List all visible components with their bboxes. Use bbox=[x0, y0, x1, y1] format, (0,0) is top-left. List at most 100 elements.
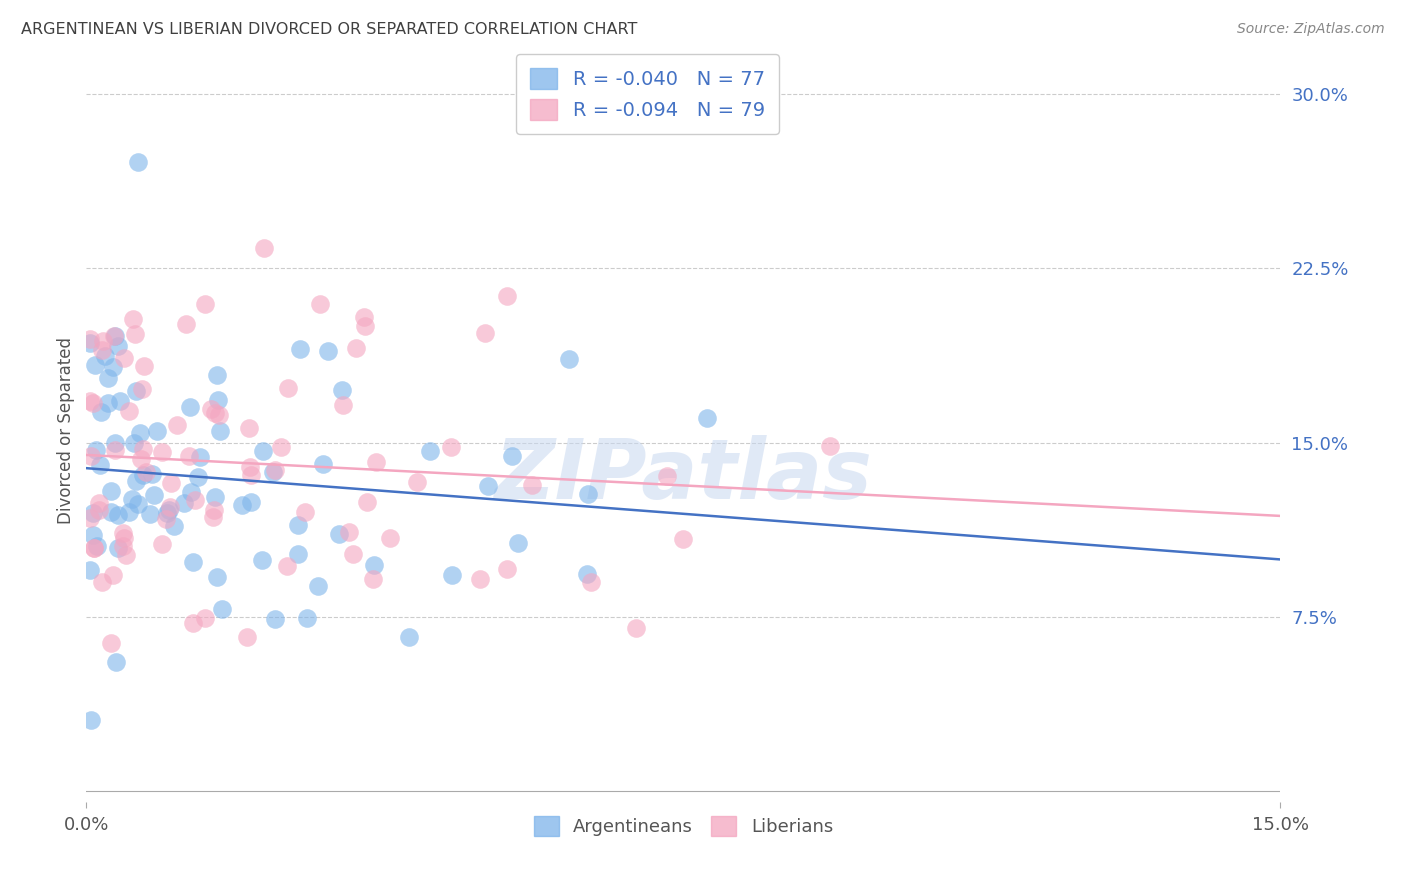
Point bbox=[91, 343, 114, 357]
Point bbox=[655, 468, 678, 483]
Text: Source: ZipAtlas.com: Source: ZipAtlas.com bbox=[1237, 22, 1385, 37]
Point bbox=[146, 424, 169, 438]
Point bbox=[308, 579, 330, 593]
Point bbox=[131, 452, 153, 467]
Y-axis label: Divorced or Separated: Divorced or Separated bbox=[58, 337, 75, 524]
Point bbox=[159, 500, 181, 515]
Point bbox=[378, 531, 401, 545]
Point bbox=[496, 288, 519, 302]
Point bbox=[364, 455, 387, 469]
Point bbox=[180, 484, 202, 499]
Point bbox=[127, 155, 149, 169]
Point bbox=[181, 616, 204, 631]
Point bbox=[179, 401, 201, 415]
Point bbox=[238, 420, 260, 434]
Point bbox=[100, 505, 122, 519]
Point bbox=[89, 503, 111, 517]
Point bbox=[696, 411, 718, 425]
Point bbox=[240, 495, 263, 509]
Point bbox=[112, 351, 135, 365]
Point bbox=[94, 349, 117, 363]
Point bbox=[354, 318, 377, 333]
Point bbox=[162, 518, 184, 533]
Point bbox=[104, 655, 127, 669]
Point bbox=[173, 496, 195, 510]
Point bbox=[107, 339, 129, 353]
Point bbox=[79, 336, 101, 351]
Point bbox=[125, 384, 148, 399]
Point bbox=[208, 408, 231, 422]
Point bbox=[97, 370, 120, 384]
Point bbox=[101, 568, 124, 582]
Point bbox=[86, 539, 108, 553]
Point bbox=[138, 508, 160, 522]
Point bbox=[205, 368, 228, 383]
Point bbox=[132, 359, 155, 373]
Point bbox=[200, 401, 222, 416]
Point bbox=[332, 398, 354, 412]
Point bbox=[131, 467, 153, 482]
Point bbox=[330, 383, 353, 397]
Point bbox=[179, 449, 201, 463]
Point bbox=[468, 572, 491, 586]
Point bbox=[89, 496, 111, 510]
Point bbox=[124, 327, 146, 342]
Point bbox=[84, 443, 107, 458]
Point bbox=[184, 493, 207, 508]
Point bbox=[159, 476, 181, 491]
Point bbox=[477, 479, 499, 493]
Point bbox=[194, 296, 217, 310]
Point bbox=[150, 445, 173, 459]
Point bbox=[124, 474, 146, 488]
Point bbox=[104, 328, 127, 343]
Point bbox=[270, 440, 292, 454]
Point bbox=[118, 404, 141, 418]
Point bbox=[79, 563, 101, 577]
Point bbox=[121, 311, 143, 326]
Point bbox=[287, 547, 309, 561]
Point bbox=[83, 541, 105, 555]
Point bbox=[97, 396, 120, 410]
Point bbox=[253, 241, 276, 255]
Point bbox=[83, 541, 105, 555]
Point bbox=[288, 342, 311, 356]
Point bbox=[207, 392, 229, 407]
Point bbox=[156, 506, 179, 520]
Point bbox=[353, 310, 375, 324]
Point bbox=[174, 317, 197, 331]
Point bbox=[202, 510, 225, 524]
Point bbox=[361, 572, 384, 586]
Point bbox=[624, 621, 647, 635]
Point bbox=[818, 439, 841, 453]
Point bbox=[252, 443, 274, 458]
Point bbox=[263, 463, 285, 477]
Point bbox=[211, 602, 233, 616]
Point bbox=[558, 352, 581, 367]
Point bbox=[79, 332, 101, 346]
Point bbox=[205, 569, 228, 583]
Point bbox=[202, 503, 225, 517]
Point bbox=[141, 467, 163, 481]
Point bbox=[209, 424, 232, 438]
Point bbox=[309, 297, 332, 311]
Point bbox=[89, 458, 111, 472]
Point bbox=[181, 555, 204, 569]
Point bbox=[204, 406, 226, 420]
Point bbox=[276, 559, 298, 574]
Point bbox=[155, 512, 177, 526]
Point bbox=[82, 396, 104, 410]
Point bbox=[672, 533, 695, 547]
Point bbox=[128, 426, 150, 441]
Point bbox=[576, 487, 599, 501]
Point bbox=[103, 329, 125, 343]
Text: ZIPatlas: ZIPatlas bbox=[495, 435, 872, 516]
Point bbox=[356, 494, 378, 508]
Point bbox=[131, 382, 153, 396]
Point bbox=[111, 526, 134, 541]
Point bbox=[111, 539, 134, 553]
Point bbox=[107, 541, 129, 555]
Point bbox=[100, 636, 122, 650]
Point bbox=[157, 503, 180, 517]
Point bbox=[363, 558, 385, 572]
Legend: Argentineans, Liberians: Argentineans, Liberians bbox=[524, 807, 842, 846]
